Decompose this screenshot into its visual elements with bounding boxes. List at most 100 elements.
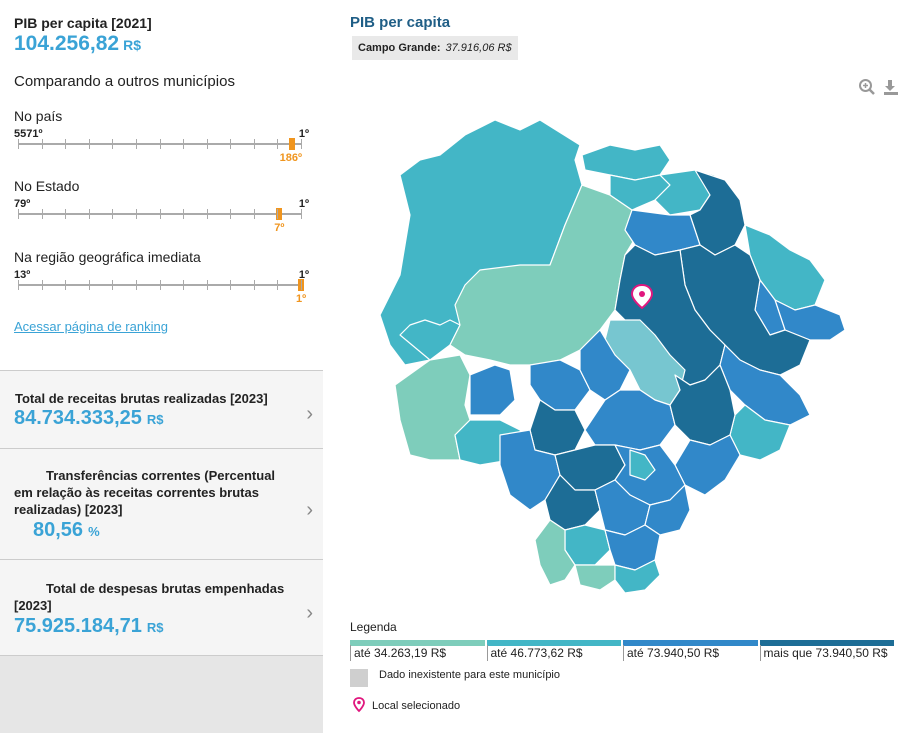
card-value: 75.925.184,71 R$ [14, 615, 164, 638]
ranking-marker [276, 208, 283, 220]
ranking-tick [18, 280, 19, 290]
ranking-tick [159, 209, 161, 219]
ranking-position: 7º [274, 222, 285, 234]
ranking-tick [65, 139, 67, 149]
map-region[interactable] [469, 364, 516, 416]
no-data-swatch [350, 669, 368, 687]
ranking-tick [277, 139, 279, 149]
ranking-tick [277, 209, 279, 219]
legend-label: até 46.773,62 R$ [486, 645, 583, 661]
card-value-number: 80,56 [33, 519, 84, 541]
legend-swatch [623, 640, 758, 646]
indicator-title: PIB per capita [2021] [14, 15, 152, 31]
ranking-position: 186º [279, 152, 303, 164]
map-region[interactable] [399, 319, 461, 361]
chevron-right-icon: › [306, 403, 313, 425]
selected-municipality-box: Campo Grande: 37.916,06 R$ [352, 36, 518, 60]
ranking-tick [230, 280, 232, 290]
ranking-position: 1º [296, 293, 307, 305]
selected-municipality-name: Campo Grande: [358, 42, 441, 54]
ranking-tick [206, 209, 208, 219]
map-region[interactable] [564, 524, 611, 566]
ranking-min: 5571º [14, 128, 43, 140]
card-unit: R$ [146, 412, 164, 427]
download-icon[interactable] [882, 78, 900, 96]
legend-title: Legenda [350, 620, 397, 634]
ranking-marker [288, 138, 295, 150]
card-receitas[interactable]: Total de receitas brutas realizadas [202… [0, 370, 323, 449]
card-unit: % [88, 524, 100, 539]
legend-label: mais que 73.940,50 R$ [759, 645, 888, 661]
selected-place-label: Local selecionado [372, 700, 461, 712]
ranking-max: 1º [298, 269, 309, 281]
chevron-right-icon: › [306, 499, 313, 521]
card-despesas[interactable]: Total de despesas brutas empenhadas [202… [0, 559, 323, 656]
card-value: 84.734.333,25 R$ [14, 407, 164, 430]
ranking-tick [88, 209, 90, 219]
map-region[interactable] [581, 144, 671, 181]
compare-heading: Comparando a outros municípios [14, 73, 235, 90]
ranking-min: 13º [14, 269, 31, 281]
ranking-page-link[interactable]: Acessar página de ranking [14, 319, 168, 334]
ranking-tick [41, 280, 43, 290]
ranking-tick [183, 280, 185, 290]
ranking-max: 1º [298, 198, 309, 210]
ranking-tick [135, 139, 137, 149]
legend-swatch [350, 640, 485, 646]
card-title: Transferências correntes (Percentual em … [14, 468, 276, 517]
legend-swatch [486, 640, 621, 646]
left-panel: PIB per capita [2021] 104.256,82 R$ Compa… [0, 0, 323, 733]
ranking-tick [183, 139, 185, 149]
chevron-right-icon: › [306, 602, 313, 624]
card-title: Total de despesas brutas empenhadas [202… [14, 581, 285, 613]
ranking-tick [253, 280, 255, 290]
ranking-tick [230, 209, 232, 219]
map-region[interactable] [574, 564, 616, 591]
indicator-value: 104.256,82 R$ [14, 32, 141, 56]
map-region[interactable] [629, 449, 656, 481]
ranking-tick [18, 139, 19, 149]
card-transferencias[interactable]: Transferências correntes (Percentual em … [0, 448, 323, 560]
ranking-label: Na região geográfica imediata [14, 249, 201, 265]
location-pin-icon [630, 283, 654, 310]
map-region[interactable] [614, 559, 661, 594]
ranking-label: No Estado [14, 178, 80, 194]
indicator-value-number: 104.256,82 [14, 32, 120, 55]
ranking-tick [277, 280, 279, 290]
ranking-tick [206, 280, 208, 290]
ranking-tick [41, 209, 43, 219]
ranking-tick [41, 139, 43, 149]
card-unit: R$ [146, 620, 164, 635]
legend-label: até 73.940,50 R$ [623, 645, 719, 661]
ranking-state: No Estado 79º 1º 7º [14, 178, 309, 238]
indicator-unit: R$ [123, 37, 142, 53]
card-value: 80,56% [33, 519, 100, 542]
map-region[interactable] [534, 519, 576, 586]
ranking-region: Na região geográfica imediata 13º 1º 1º [14, 249, 309, 309]
ranking-tick [230, 139, 232, 149]
ranking-tick [65, 209, 67, 219]
ranking-min: 79º [14, 198, 31, 210]
zoom-in-icon[interactable] [858, 78, 876, 96]
legend-label: até 34.263,19 R$ [350, 645, 446, 661]
ranking-tick [112, 280, 114, 290]
ranking-country: No país 5571º 1º 186º [14, 108, 309, 168]
ranking-tick [301, 209, 302, 219]
choropleth-map[interactable] [370, 115, 880, 605]
map-title: PIB per capita [350, 14, 451, 31]
ranking-max: 1º [298, 128, 309, 140]
location-pin-icon [353, 697, 365, 713]
ranking-label: No país [14, 108, 63, 124]
ranking-tick [206, 139, 208, 149]
legend-swatch [759, 640, 894, 646]
ranking-tick [159, 139, 161, 149]
ranking-tick [135, 280, 137, 290]
card-value-number: 84.734.333,25 [14, 407, 142, 429]
ranking-tick [18, 209, 19, 219]
ranking-tick [88, 280, 90, 290]
ranking-tick [112, 209, 114, 219]
panel-footer [0, 655, 323, 733]
ranking-tick [301, 139, 302, 149]
card-value-number: 75.925.184,71 [14, 615, 142, 637]
ranking-tick [65, 280, 67, 290]
